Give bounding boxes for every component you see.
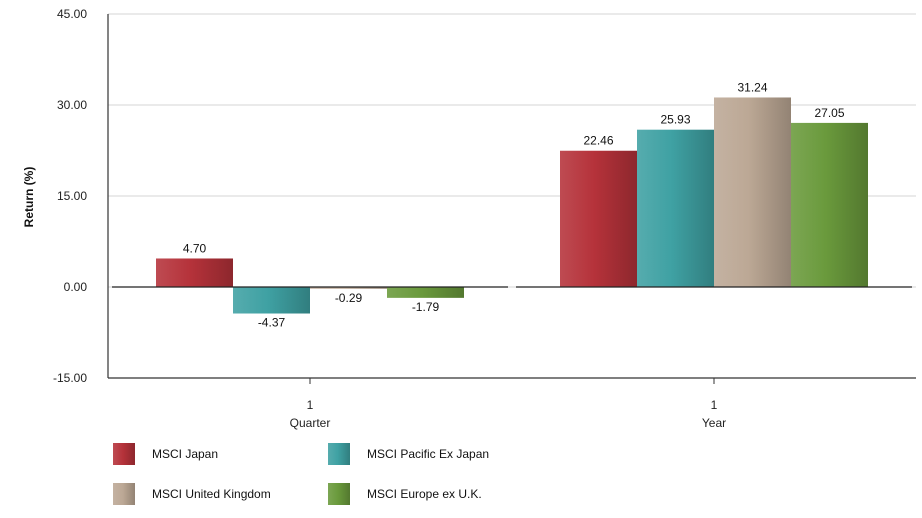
bar	[714, 97, 791, 288]
bars	[156, 97, 868, 314]
y-axis-title: Return (%)	[22, 167, 36, 228]
data-labels: 4.70 -4.37 -0.29 -1.79 22.46 25.93 31.24 27.05	[183, 80, 845, 329]
data-label: -4.37	[258, 316, 286, 330]
bar	[233, 287, 310, 314]
x-tick-label: 1	[307, 398, 314, 412]
legend-label: MSCI Europe ex U.K.	[367, 487, 482, 501]
legend-swatch	[113, 443, 135, 465]
bar	[310, 287, 387, 289]
x-group-label: Year	[702, 416, 726, 430]
bar	[560, 150, 637, 287]
legend-swatch	[328, 483, 350, 505]
data-label: -0.29	[335, 291, 363, 305]
y-tick-label: 45.00	[57, 7, 87, 21]
data-label: 31.24	[737, 80, 767, 94]
data-label: 27.05	[814, 106, 844, 120]
data-label: 25.93	[660, 113, 690, 127]
legend-label: MSCI United Kingdom	[152, 487, 271, 501]
legend: MSCI Japan MSCI Pacific Ex Japan MSCI Unit…	[113, 443, 489, 505]
legend-swatch	[113, 483, 135, 505]
data-label: 22.46	[583, 134, 613, 148]
bar	[387, 287, 464, 298]
legend-swatch	[328, 443, 350, 465]
bar	[637, 129, 714, 287]
data-label: -1.79	[412, 300, 440, 314]
data-label: 4.70	[183, 241, 207, 255]
y-tick-label: 15.00	[57, 189, 87, 203]
bar	[156, 258, 233, 287]
x-tick-label: 1	[711, 398, 718, 412]
x-group-label: Quarter	[290, 416, 331, 430]
legend-label: MSCI Japan	[152, 447, 218, 461]
y-tick-label: 0.00	[64, 280, 88, 294]
bar	[791, 122, 868, 287]
axes: 45.00 30.00 15.00 0.00 -15.00 1 Quarter 1 Year	[53, 7, 916, 430]
y-tick-label: -15.00	[53, 371, 87, 385]
y-tick-label: 30.00	[57, 98, 87, 112]
legend-label: MSCI Pacific Ex Japan	[367, 447, 489, 461]
